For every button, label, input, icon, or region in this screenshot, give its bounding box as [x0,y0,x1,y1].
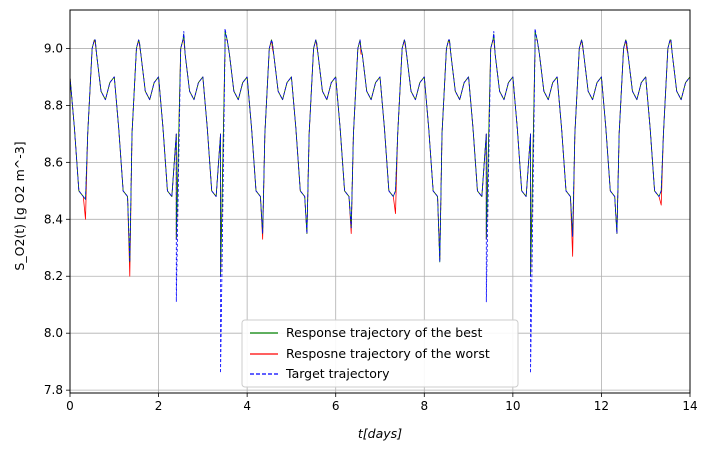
series-layer [69,28,691,374]
y-tick-label: 8.6 [44,155,63,169]
best-trajectory-line [69,30,691,277]
y-axis-label: S_O2(t) [g O2 m^-3] [12,141,27,270]
x-tick-label: 4 [243,399,251,413]
legend: Response trajectory of the best Resposne… [241,319,519,388]
y-tick-label: 8.0 [44,326,63,340]
legend-label-worst: Resposne trajectory of the worst [286,346,490,361]
y-tick-label: 8.4 [44,212,63,226]
x-axis-label: t[days] [358,426,402,441]
x-tick-label: 8 [420,399,428,413]
y-tick-label: 7.8 [44,383,63,397]
x-tick-label: 2 [155,399,163,413]
plot-frame [69,9,691,394]
y-tick-label: 8.2 [44,269,63,283]
x-tick-label: 0 [66,399,74,413]
legend-label-best: Response trajectory of the best [286,325,482,340]
legend-box [241,319,519,388]
axis-ticks: 0 2 4 6 8 10 12 14 7.8 8.0 8.2 8.4 8.6 8.8 9.0 [44,41,698,413]
x-tick-label: 6 [332,399,340,413]
x-tick-label: 10 [505,399,520,413]
legend-label-target: Target trajectory [285,366,390,381]
grid-lines [69,10,691,393]
x-tick-label: 14 [682,399,697,413]
worst-trajectory-line [69,39,691,277]
y-tick-label: 8.8 [44,98,63,112]
x-tick-label: 12 [594,399,609,413]
target-trajectory-line [69,28,691,374]
y-tick-label: 9.0 [44,41,63,55]
